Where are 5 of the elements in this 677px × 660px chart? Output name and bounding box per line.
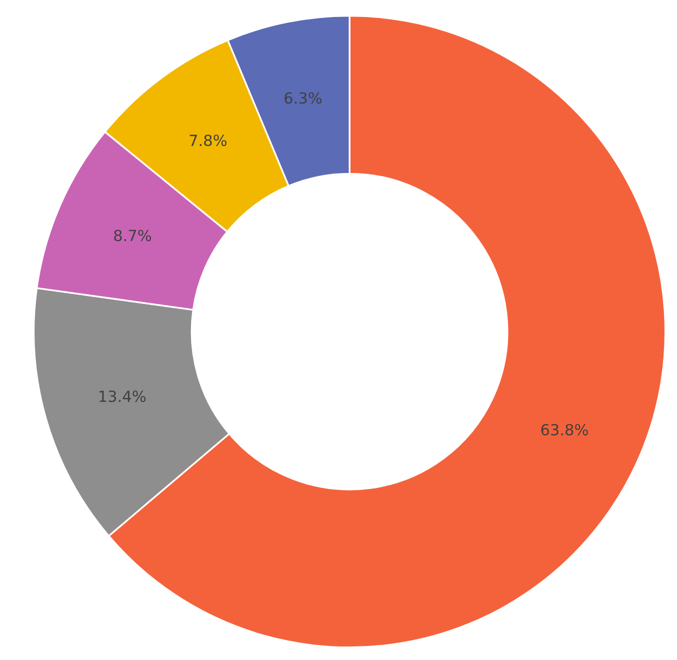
data-label: 13.4%	[100, 390, 146, 402]
data-label: 7.8%	[190, 134, 227, 146]
data-label: 63.8%	[541, 424, 588, 436]
data-label: 6.3%	[284, 92, 322, 104]
data-label: 8.7%	[114, 230, 152, 242]
